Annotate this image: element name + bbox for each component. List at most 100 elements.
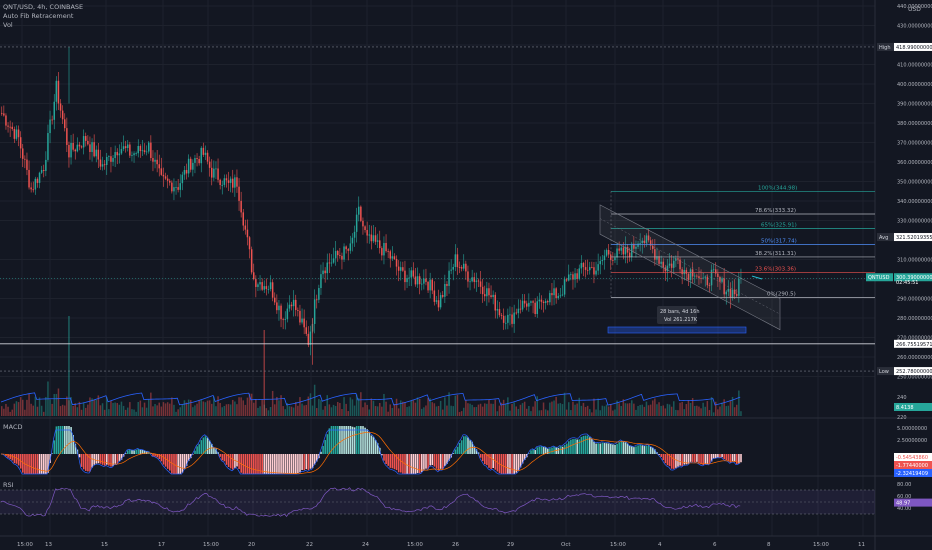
volume-bar — [494, 399, 496, 416]
macd-hist-bar — [288, 454, 291, 474]
macd-hist-bar — [570, 439, 572, 454]
candle-body — [215, 168, 217, 170]
volume-bar — [681, 401, 683, 416]
volume-bar — [647, 405, 650, 416]
volume-bar — [733, 407, 736, 416]
candle-body — [712, 269, 715, 271]
time-tick: 8 — [767, 542, 771, 548]
vol-indicator-label[interactable]: Vol — [3, 21, 13, 29]
candle-body — [43, 169, 45, 171]
macd-hist-bar — [322, 446, 324, 454]
volume-bar — [507, 397, 509, 416]
rsi-pane-label[interactable]: RSI — [3, 481, 14, 489]
volume-bar — [446, 405, 448, 416]
volume-bar — [572, 401, 574, 416]
candle-body — [332, 258, 335, 263]
macd-hist-bar — [259, 454, 261, 474]
candle-body — [477, 280, 480, 282]
macd-hist-bar — [442, 454, 444, 470]
candle-body — [38, 172, 41, 183]
arrow-annotation[interactable] — [751, 275, 763, 280]
volume-bar — [580, 405, 583, 416]
macd-hist-bar — [578, 439, 581, 454]
macd-hist-bar — [229, 454, 232, 469]
candle-body — [408, 277, 410, 279]
rsi-tick: 60.00 — [897, 494, 911, 500]
macd-pane-label[interactable]: MACD — [3, 423, 23, 431]
macd-hist-bar — [114, 454, 116, 464]
volume-bar — [292, 407, 295, 416]
volume-bar — [708, 410, 711, 416]
candle-body — [463, 263, 465, 269]
volume-bar — [521, 403, 524, 416]
macd-hist-bar — [339, 426, 341, 454]
volume-bar — [685, 404, 688, 416]
measure-range[interactable] — [607, 326, 747, 334]
volume-bar — [253, 402, 255, 416]
volume-bar — [639, 404, 641, 416]
macd-hist-bar — [280, 454, 282, 474]
volume-bar — [122, 405, 125, 416]
macd-hist-bar — [519, 454, 522, 468]
macd-hist-bar — [36, 454, 39, 474]
volume-bar — [269, 407, 272, 416]
volume-bar — [185, 402, 188, 416]
macd-hist-bar — [647, 445, 650, 454]
volume-bar — [379, 402, 381, 416]
candle-body — [229, 178, 232, 183]
volume-bar — [181, 404, 184, 416]
macd-hist-bar — [211, 443, 213, 454]
macd-hist-bar — [687, 454, 690, 465]
currency-tag[interactable]: USD — [908, 6, 921, 13]
volume-bar — [561, 404, 564, 416]
candle-body — [418, 276, 421, 285]
macd-hist-bar — [192, 454, 194, 455]
volume-bar — [22, 399, 24, 416]
volume-bar — [200, 399, 202, 416]
macd-hist-bar — [89, 454, 91, 472]
macd-hist-bar — [481, 454, 484, 462]
macd-hist-bar — [568, 441, 570, 454]
candle-body — [318, 288, 320, 300]
candle-body — [591, 267, 593, 268]
candle-body — [444, 284, 446, 297]
macd-hist-bar — [532, 449, 534, 454]
volume-bar — [330, 407, 333, 416]
volume-bar — [372, 400, 375, 416]
macd-hist-bar — [362, 426, 364, 454]
candle-body — [166, 178, 169, 181]
candle-body — [467, 271, 469, 282]
volume-bar — [721, 402, 723, 416]
candle-body — [633, 243, 635, 249]
fib-indicator-label[interactable]: Auto Fib Retracement — [3, 12, 74, 20]
macd-hist-bar — [639, 444, 641, 454]
volume-bar — [484, 403, 486, 416]
candle-body — [465, 263, 467, 272]
price-tick: 350.00000000 — [897, 180, 932, 186]
macd-hist-bar — [603, 443, 606, 454]
candle-body — [570, 274, 572, 276]
candle-body — [89, 144, 91, 152]
macd-hist-bar — [307, 454, 310, 471]
candle-body — [652, 245, 654, 250]
volume-bar — [616, 400, 618, 416]
volume-bar — [454, 395, 457, 416]
candle-body — [383, 243, 385, 256]
macd-hist-bar — [320, 451, 322, 454]
volume-bar — [437, 405, 440, 416]
descending-channel[interactable] — [599, 204, 781, 331]
volume-bar — [353, 405, 356, 416]
volume-bar — [406, 407, 408, 416]
macd-hist-bar — [276, 454, 278, 474]
volume-bar — [211, 403, 213, 416]
volume-bar — [597, 398, 599, 416]
candle-body — [91, 142, 93, 152]
volume-bar — [328, 404, 331, 416]
volume-bar — [215, 406, 217, 416]
candle-body — [586, 269, 589, 271]
volume-bar — [198, 400, 200, 416]
volume-bar — [43, 411, 45, 416]
volume-bar — [282, 406, 284, 416]
candle-body — [505, 322, 507, 324]
